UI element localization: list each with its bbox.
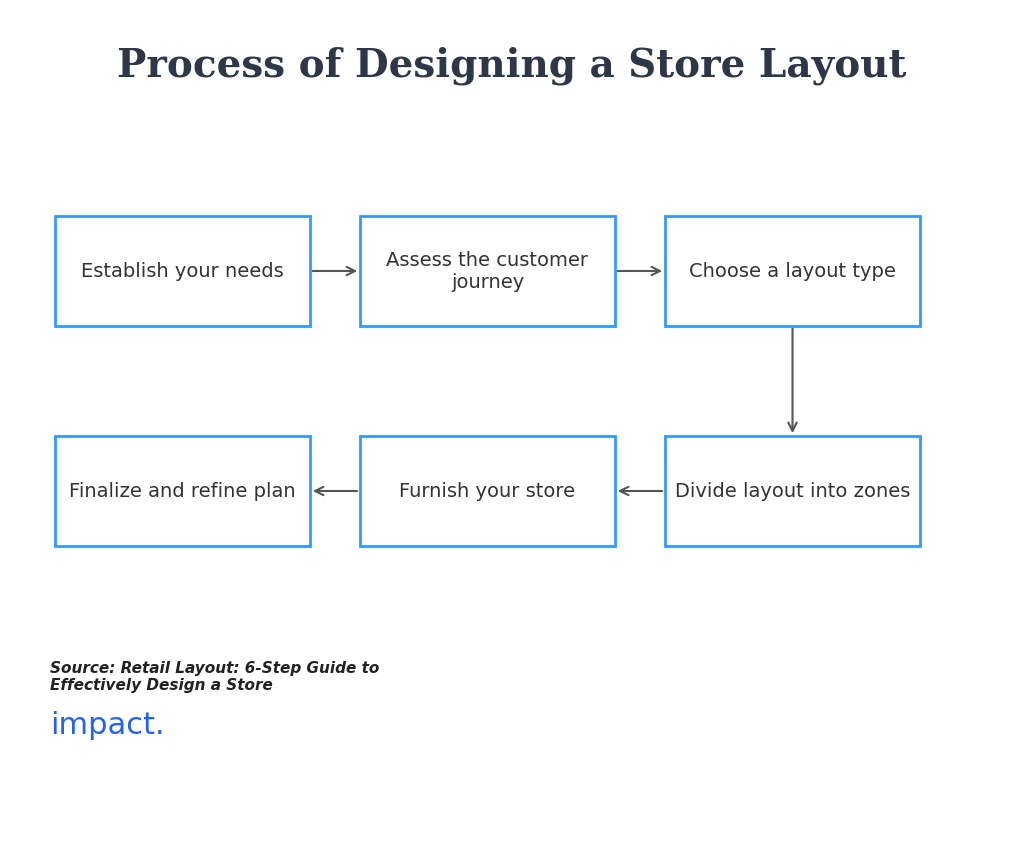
Text: Source: Retail Layout: 6-Step Guide to
Effectively Design a Store: Source: Retail Layout: 6-Step Guide to E… bbox=[50, 661, 379, 694]
Text: Finalize and refine plan: Finalize and refine plan bbox=[70, 481, 296, 501]
FancyBboxPatch shape bbox=[665, 216, 920, 326]
FancyBboxPatch shape bbox=[665, 436, 920, 546]
FancyBboxPatch shape bbox=[55, 436, 310, 546]
Text: Divide layout into zones: Divide layout into zones bbox=[675, 481, 910, 501]
Text: Process of Designing a Store Layout: Process of Designing a Store Layout bbox=[118, 47, 906, 85]
FancyBboxPatch shape bbox=[360, 436, 615, 546]
Text: Choose a layout type: Choose a layout type bbox=[689, 261, 896, 281]
Text: impact.: impact. bbox=[50, 711, 165, 740]
Text: Furnish your store: Furnish your store bbox=[399, 481, 575, 501]
Text: Assess the customer
journey: Assess the customer journey bbox=[386, 250, 589, 292]
Text: Establish your needs: Establish your needs bbox=[81, 261, 284, 281]
FancyBboxPatch shape bbox=[55, 216, 310, 326]
FancyBboxPatch shape bbox=[360, 216, 615, 326]
